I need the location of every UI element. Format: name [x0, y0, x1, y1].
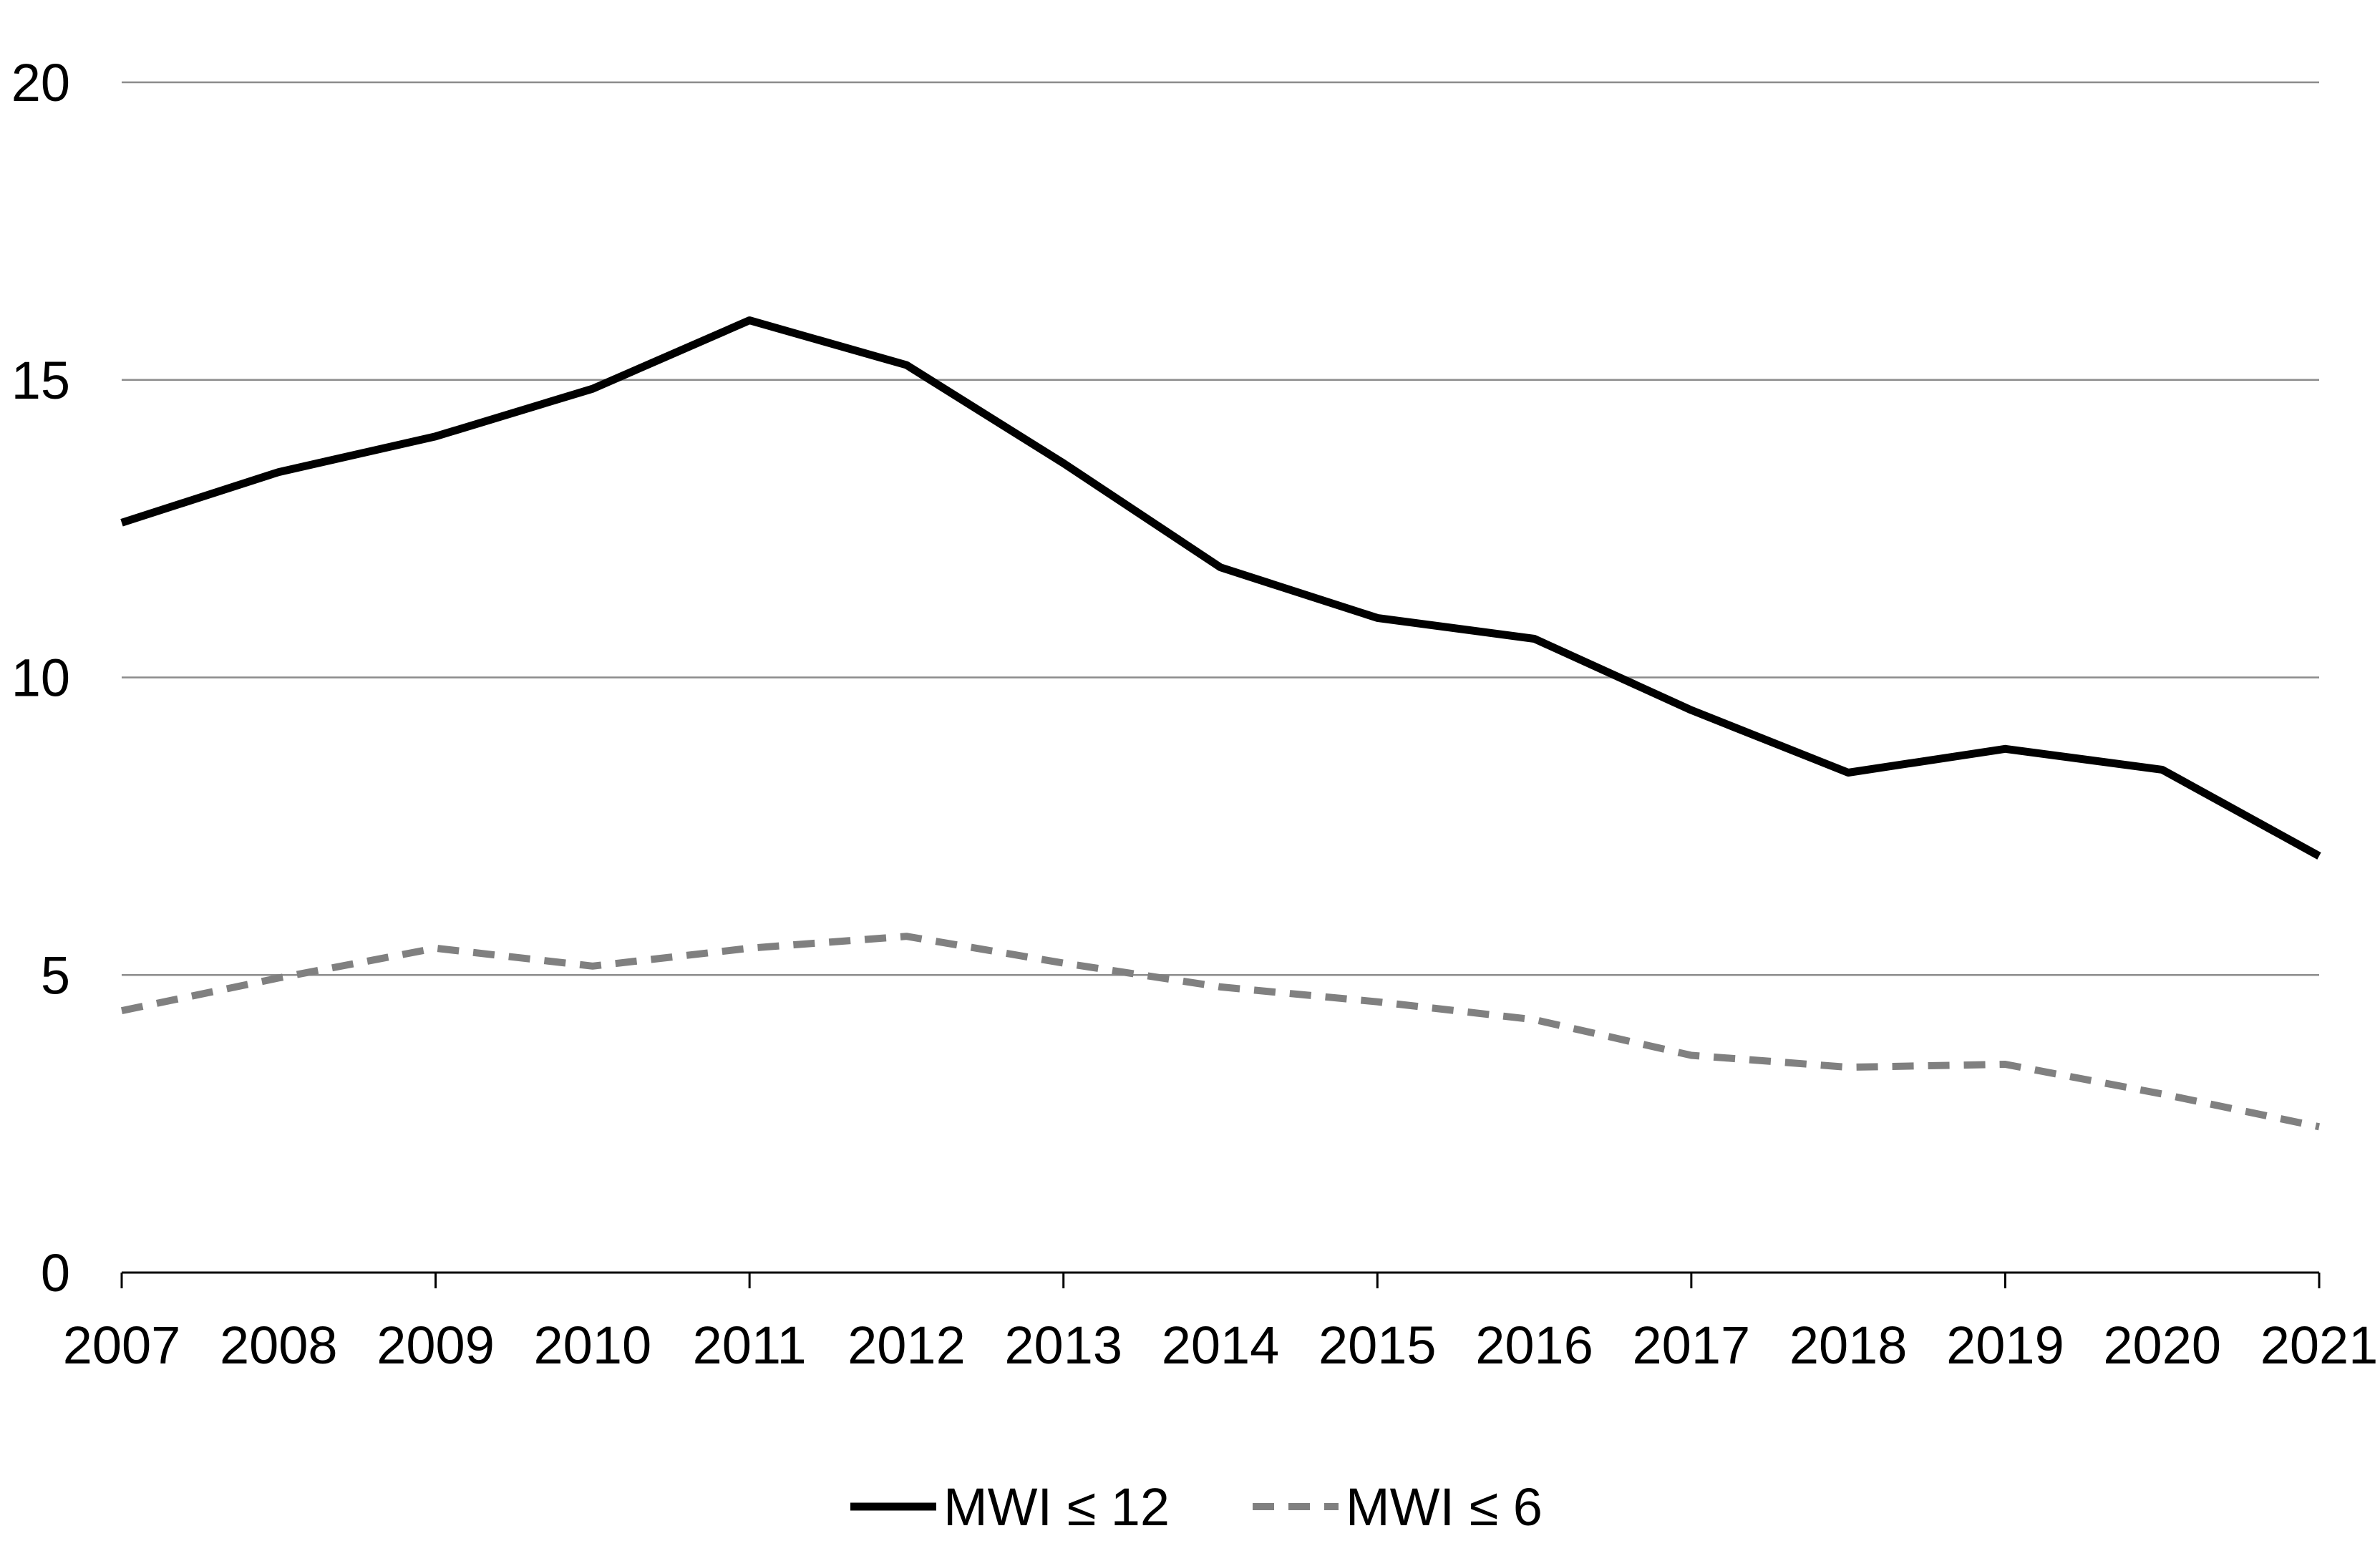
series-line-0 [120, 316, 2321, 860]
x-tick-label: 2009 [377, 1316, 495, 1375]
y-tick-label: 10 [11, 648, 70, 708]
gridlines [122, 81, 2319, 976]
series-line-1 [120, 933, 2321, 1131]
x-tick-label: 2017 [1633, 1316, 1751, 1375]
x-tick-label: 2007 [63, 1316, 181, 1375]
x-tick-label: 2015 [1318, 1316, 1437, 1375]
x-tick-label: 2011 [693, 1316, 807, 1375]
x-tick-label: 2013 [1004, 1316, 1122, 1375]
x-tick-label: 2008 [220, 1316, 338, 1375]
y-axis-tick-labels: 0 5 10 15 20 [11, 53, 70, 1303]
y-tick-label: 15 [11, 351, 70, 410]
legend-label-1: MWI ≤ 6 [1346, 1477, 1543, 1537]
legend: MWI ≤ 12 MWI ≤ 6 [850, 1477, 1543, 1537]
x-tick-label: 2010 [534, 1316, 652, 1375]
x-tick-label: 2020 [2103, 1316, 2221, 1375]
x-axis [120, 1271, 2321, 1288]
series-lines [120, 316, 2321, 1131]
x-tick-label: 2021 [2260, 1316, 2379, 1375]
x-tick-label: 2016 [1475, 1316, 1593, 1375]
x-tick-label: 2012 [847, 1316, 966, 1375]
legend-label-0: MWI ≤ 12 [943, 1477, 1170, 1537]
x-tick-label: 2019 [1946, 1316, 2064, 1375]
y-tick-label: 5 [41, 945, 70, 1005]
x-tick-label: 2014 [1162, 1316, 1280, 1375]
y-tick-label: 20 [11, 53, 70, 112]
x-tick-label: 2018 [1789, 1316, 1908, 1375]
y-tick-label: 0 [41, 1243, 70, 1303]
x-axis-tick-labels: 2007 2008 2009 2010 2011 2012 2013 2014 2015 2016… [63, 1316, 2379, 1375]
